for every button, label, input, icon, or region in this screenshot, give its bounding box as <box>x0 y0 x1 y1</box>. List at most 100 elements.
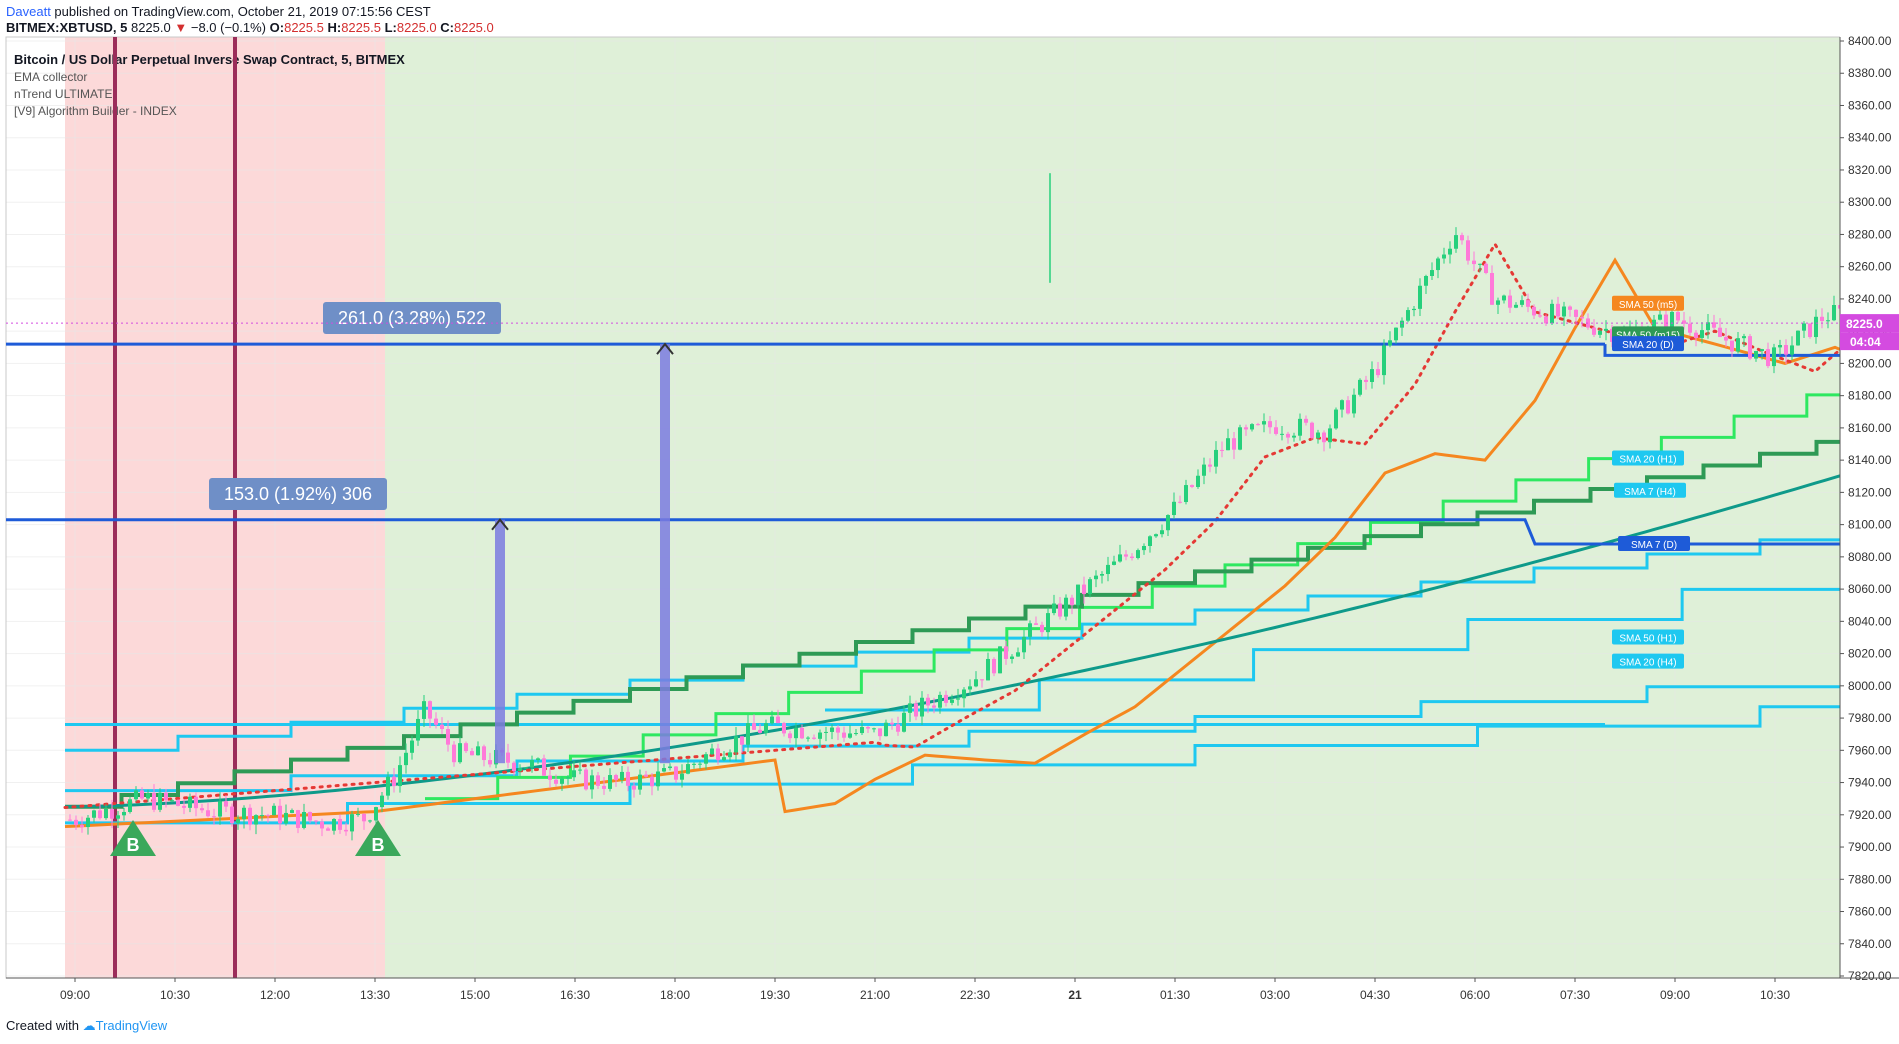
footer: Created with ☁TradingView <box>6 1018 167 1034</box>
down-arrow-icon: ▼ <box>174 20 188 35</box>
sma-label-text: SMA 50 (m15) <box>1616 330 1680 341</box>
candle-body <box>1244 427 1248 430</box>
candle-body <box>986 658 990 681</box>
candle-body <box>422 701 426 719</box>
candle-body <box>602 785 606 789</box>
candle-body <box>1070 597 1074 606</box>
candle-body <box>938 694 942 708</box>
candle-body <box>1460 235 1464 241</box>
candle-body <box>104 808 108 819</box>
candle-body <box>722 757 726 761</box>
candle-body <box>1748 336 1752 359</box>
buy-signal-label: B <box>127 835 140 855</box>
candle-body <box>326 828 330 831</box>
y-tick-label: 8100.00 <box>1848 518 1892 532</box>
candle-body <box>1670 311 1674 331</box>
candle-body <box>1292 435 1296 438</box>
candle-body <box>158 792 162 810</box>
y-tick-label: 8360.00 <box>1848 98 1892 112</box>
candle-body <box>872 728 876 730</box>
y-tick-label: 8140.00 <box>1848 453 1892 467</box>
y-tick-label: 8240.00 <box>1848 292 1892 306</box>
candle-body <box>176 800 180 806</box>
candle-body <box>452 744 456 763</box>
candle-body <box>932 705 936 708</box>
candle-body <box>68 819 72 821</box>
y-tick-label: 8260.00 <box>1848 260 1892 274</box>
candle-body <box>1676 311 1680 321</box>
y-tick-label: 8340.00 <box>1848 131 1892 145</box>
candle-body <box>1400 320 1404 328</box>
candle-body <box>1250 424 1254 430</box>
symbol-label: BITMEX:XBTUSD, 5 <box>6 20 128 35</box>
candle-body <box>1526 300 1530 307</box>
close-label: C: <box>440 20 454 35</box>
candle-body <box>1046 613 1050 633</box>
candle-body <box>140 790 144 799</box>
candle-body <box>1442 254 1446 259</box>
measure-arrow-shaft <box>495 519 505 764</box>
candle-body <box>1574 309 1578 317</box>
candle-body <box>1604 328 1608 331</box>
candle-body <box>566 777 570 779</box>
tradingview-logo-icon[interactable]: ☁ <box>82 1018 96 1033</box>
candle-body <box>1256 424 1260 426</box>
candle-body <box>770 716 774 724</box>
x-tick-label: 10:30 <box>1760 988 1790 1002</box>
candle-body <box>878 728 882 737</box>
y-tick-label: 8280.00 <box>1848 227 1892 241</box>
candle-body <box>848 733 852 738</box>
candle-body <box>1334 409 1338 429</box>
candle-body <box>152 793 156 810</box>
candle-body <box>128 799 132 812</box>
candle-body <box>458 743 462 763</box>
candle-body <box>1010 656 1014 659</box>
last-price: 8225.0 <box>130 20 171 35</box>
candle-body <box>884 722 888 737</box>
red-dot-trail <box>63 241 1899 810</box>
candle-body <box>254 815 258 825</box>
candle-body <box>950 699 954 703</box>
candle-body <box>1544 316 1548 324</box>
measure-label-box <box>209 478 387 510</box>
candle-body <box>710 748 714 755</box>
ema-orange-line <box>64 257 1899 829</box>
published-text: published on TradingView.com, October 21… <box>50 4 431 19</box>
price-change: −8.0 (−0.1%) <box>190 20 267 35</box>
candle-body <box>122 811 126 816</box>
candle-body <box>1040 624 1044 633</box>
sma-label-text: SMA 20 (H4) <box>1619 658 1676 669</box>
candle-body <box>530 760 534 768</box>
candle-body <box>1538 315 1542 317</box>
candle-body <box>1658 314 1662 320</box>
candle-body <box>1820 316 1824 322</box>
candle-body <box>692 763 696 765</box>
candle-body <box>1100 574 1104 576</box>
candle-body <box>1394 327 1398 341</box>
candle-body <box>1298 418 1302 436</box>
candle-body <box>782 723 786 734</box>
candle-body <box>350 814 354 832</box>
y-tick-label: 7940.00 <box>1848 776 1892 790</box>
sma-label-badge <box>1618 535 1690 551</box>
candle-body <box>680 773 684 780</box>
candle-body <box>1322 432 1326 443</box>
measure-label-box <box>323 302 501 334</box>
candle-body <box>1418 285 1422 309</box>
candle-body <box>1736 338 1740 352</box>
y-tick-label: 7820.00 <box>1848 969 1892 983</box>
candle-body <box>1586 318 1590 328</box>
candle-body <box>1124 554 1128 557</box>
x-tick-label: 09:00 <box>1660 988 1690 1002</box>
sma-label-badge <box>1612 295 1684 311</box>
candle-body <box>470 751 474 756</box>
session-background-bull <box>385 37 1899 978</box>
tradingview-link[interactable]: TradingView <box>95 1018 168 1033</box>
candle-body <box>1784 345 1788 355</box>
candle-body <box>794 727 798 739</box>
author-link[interactable]: Daveatt <box>6 4 51 19</box>
candle-body <box>386 776 390 796</box>
y-tick-label: 8200.00 <box>1848 356 1892 370</box>
candle-body <box>524 767 528 769</box>
